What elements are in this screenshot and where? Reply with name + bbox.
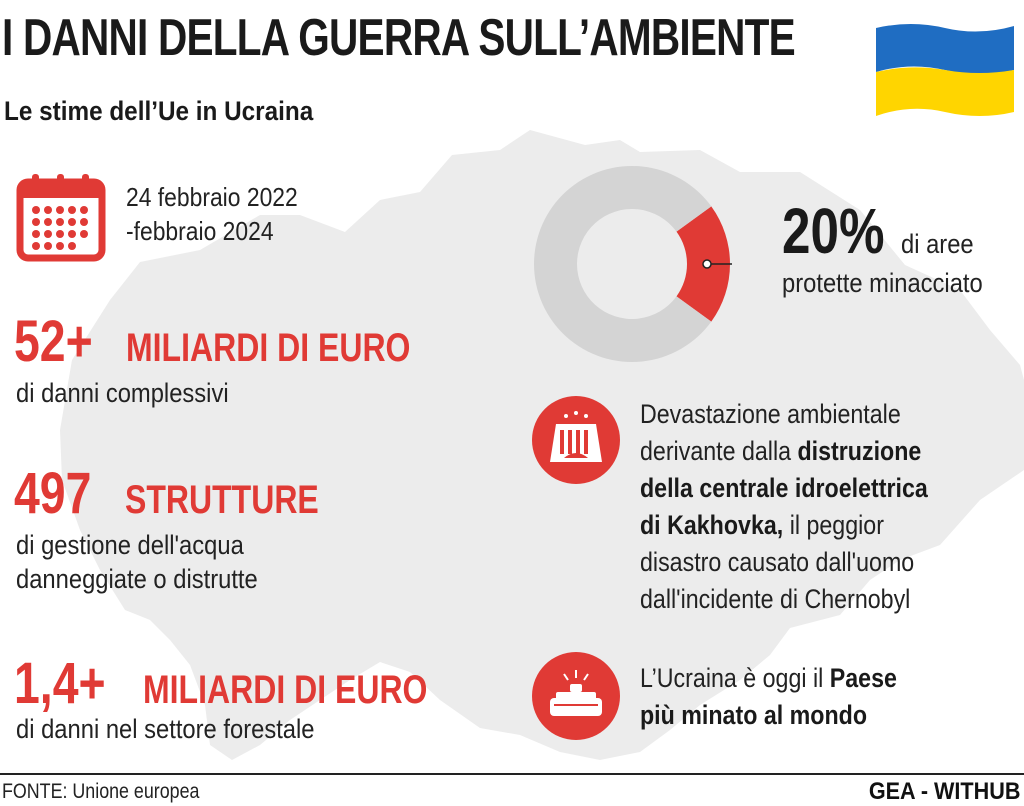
protected-areas-label: 20% di aree	[782, 196, 983, 266]
protected-areas-text-line2: protette minacciato	[782, 268, 983, 298]
donut-leader-dot	[702, 259, 712, 269]
dam-info-text: Devastazione ambientale derivante dalla …	[640, 396, 928, 618]
footer-divider	[0, 773, 1024, 775]
stat-damages-total: 52+ MILIARDI DI EURO	[14, 312, 482, 378]
dam-info-line: di Kakhovka, il peggior	[640, 507, 928, 544]
stat-description: di danni nel settore forestale	[16, 714, 315, 744]
stat-description-line: di gestione dell'acqua	[16, 530, 244, 560]
mine-info-bold: più minato al mondo	[640, 700, 868, 730]
dam-info-plain: il peggior	[783, 510, 884, 540]
mine-info-plain: L’Ucraina è oggi il	[640, 663, 830, 693]
dam-info-bold: della centrale idroelettrica	[640, 473, 928, 503]
stat-description: di gestione dell'acqua danneggiate o dis…	[16, 528, 258, 596]
stat-water-structures: 497 STRUTTURE	[14, 464, 367, 530]
flag-yellow-stripe	[876, 67, 1014, 116]
dam-info-line: disastro causato dall'uomo	[640, 547, 915, 577]
donut-slice-rest	[534, 166, 712, 362]
protected-areas-text: di aree	[900, 229, 974, 259]
ukraine-flag-icon	[876, 24, 1014, 116]
dam-info-line: della centrale idroelettrica	[640, 470, 928, 507]
period-text: 24 febbraio 2022 -febbraio 2024	[126, 180, 298, 248]
protected-areas-donut-chart	[534, 166, 732, 362]
flag-blue-stripe	[876, 24, 1014, 74]
stat-description-line: danneggiate o distrutte	[16, 564, 258, 594]
mine-info-line: più minato al mondo	[640, 697, 897, 734]
dam-info-line: derivante dalla distruzione	[640, 433, 928, 470]
protected-areas-percent: 20%	[782, 195, 885, 267]
stat-number: 497	[14, 461, 92, 526]
mine-info-bold: Paese	[829, 663, 897, 693]
calendar-icon	[16, 174, 106, 262]
dam-info-line: Devastazione ambientale	[640, 399, 901, 429]
landmine-icon	[532, 652, 620, 740]
page-subtitle: Le stime dell’Ue in Ucraina	[4, 96, 314, 126]
dam-info-plain: derivante dalla	[640, 436, 798, 466]
credit-label: GEA - WITHUB	[868, 778, 1020, 805]
page-title: I DANNI DELLA GUERRA SULL’AMBIENTE	[2, 9, 796, 67]
stat-unit: STRUTTURE	[124, 478, 319, 522]
stat-unit: MILIARDI DI EURO	[142, 668, 427, 712]
stat-number: 1,4+	[14, 651, 106, 716]
mine-info-line: L’Ucraina è oggi il Paese	[640, 660, 897, 697]
dam-info-bold: distruzione	[797, 436, 922, 466]
stat-description: di danni complessivi	[16, 378, 229, 408]
period-start: 24 febbraio 2022	[126, 182, 298, 212]
mine-info-text: L’Ucraina è oggi il Paese più minato al …	[640, 660, 897, 734]
source-note: FONTE: Unione europea	[2, 780, 200, 803]
dam-info-bold: di Kakhovka,	[640, 510, 784, 540]
period-end: -febbraio 2024	[126, 216, 274, 246]
dam-info-line: dall'incidente di Chernobyl	[640, 584, 911, 614]
stat-number: 52+	[14, 309, 93, 374]
dam-icon	[532, 396, 620, 484]
stat-forest-damages: 1,4+ MILIARDI DI EURO	[14, 654, 498, 720]
stat-unit: MILIARDI DI EURO	[126, 326, 411, 370]
